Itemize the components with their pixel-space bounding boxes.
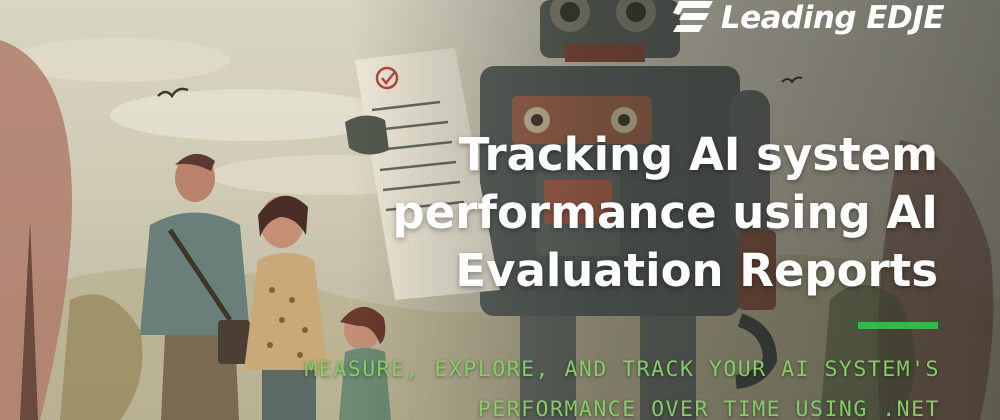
brand-logo[interactable]: Leading EDJE [672,0,945,36]
brand-name: Leading EDJE [720,0,945,36]
accent-divider [858,322,938,329]
leading-edje-logo-mark-icon [672,1,713,32]
article-title: Tracking AI system performance using AI … [392,128,939,297]
article-subtitle: MEASURE, EXPLORE, AND TRACK YOUR AI SYST… [304,357,940,420]
